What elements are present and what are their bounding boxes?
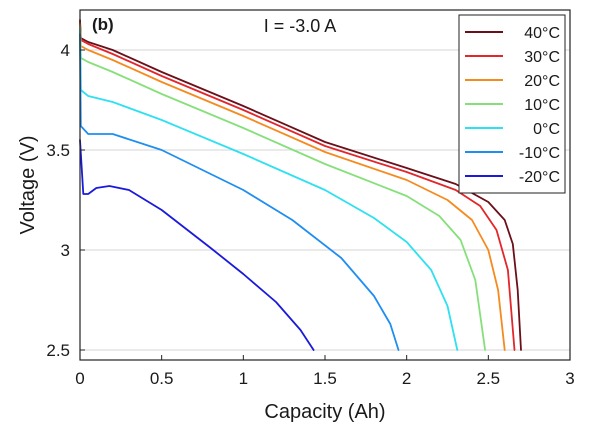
x-ticks: 0 0.5 1 1.5 2 2.5 3 <box>75 355 575 388</box>
series-line-6 <box>79 139 315 351</box>
x-tick-label-2: 1 <box>239 369 248 388</box>
legend-entry-6: -20°C <box>519 169 560 186</box>
series-line-1 <box>79 21 516 351</box>
series-group <box>79 19 522 351</box>
y-tick-label-3: 4 <box>61 41 70 60</box>
legend-entry-5: -10°C <box>519 145 560 162</box>
x-axis-label: Capacity (Ah) <box>264 401 385 423</box>
series-line-3 <box>79 25 487 351</box>
series-line-2 <box>79 23 506 351</box>
series-line-5 <box>79 33 400 351</box>
x-tick-label-5: 2.5 <box>477 369 501 388</box>
legend: 40°C 30°C 20°C 10°C 0°C -10°C -20°C <box>458 14 566 194</box>
legend-entry-0: 40°C <box>524 25 560 42</box>
legend-entry-3: 10°C <box>524 97 560 114</box>
y-tick-label-0: 2.5 <box>46 341 70 360</box>
x-tick-label-6: 3 <box>565 369 574 388</box>
y-tick-label-2: 3.5 <box>46 141 70 160</box>
legend-entry-4: 0°C <box>533 121 560 138</box>
x-tick-label-3: 1.5 <box>313 369 337 388</box>
y-axis-label: Voltage (V) <box>17 136 39 235</box>
y-tick-label-1: 3 <box>61 241 70 260</box>
legend-entry-1: 30°C <box>524 49 560 66</box>
y-ticks: 2.5 3 3.5 4 <box>46 41 85 360</box>
current-annotation: I = -3.0 A <box>264 16 337 36</box>
series-line-0 <box>79 19 522 351</box>
x-tick-label-4: 2 <box>402 369 411 388</box>
x-tick-label-1: 0.5 <box>150 369 174 388</box>
series-line-4 <box>79 29 459 351</box>
x-tick-label-0: 0 <box>75 369 84 388</box>
legend-entry-2: 20°C <box>524 73 560 90</box>
panel-label: (b) <box>92 15 114 34</box>
